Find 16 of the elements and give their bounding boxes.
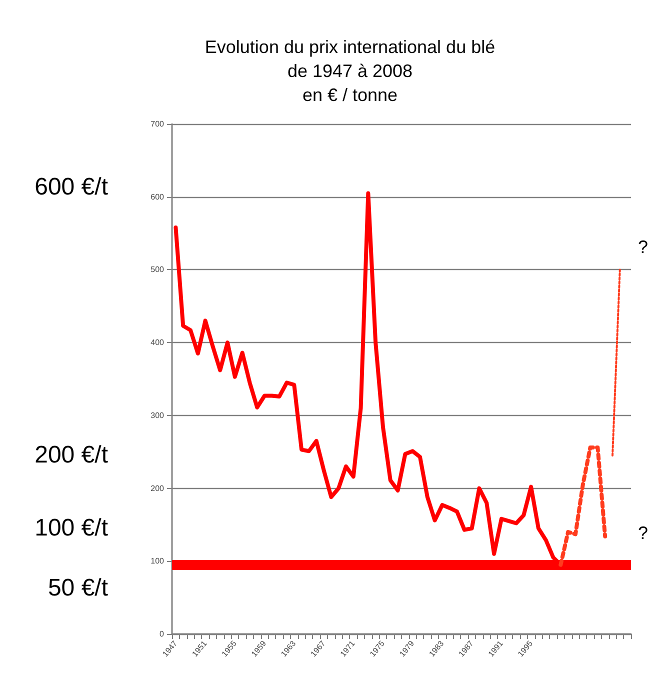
text: 50 €/t [48,574,108,602]
y-tick-label: 0 [160,630,165,638]
y-tick-label: 700 [150,120,165,128]
line-series [558,445,608,567]
text: 200 €/t [34,442,108,468]
y-tick-label: 600 [150,192,165,202]
chart-title: Evolution du prix international du blé de 1947 à 2008 en € / tonne [204,37,496,105]
y-tick-label: 400 [150,338,165,348]
text: 600 €/t [34,174,108,200]
text: ? [638,523,648,543]
text: ? [638,237,648,257]
y-tick-label: 300 [150,410,165,420]
y-tick-label: 200 [150,484,165,493]
y-tick-label: 100 [150,556,165,566]
text: 100 €/t [34,514,108,542]
y-tick-label: 500 [150,265,165,274]
